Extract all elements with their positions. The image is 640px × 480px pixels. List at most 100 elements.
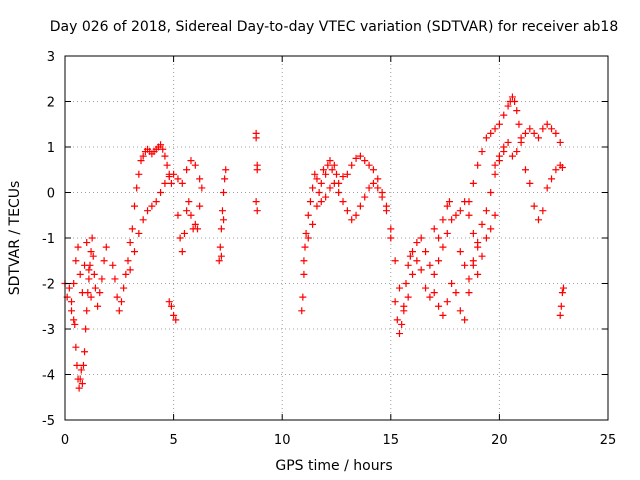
data-point	[478, 148, 486, 156]
data-point	[539, 207, 547, 215]
data-point	[491, 125, 499, 133]
data-point	[398, 320, 406, 328]
data-point	[309, 220, 317, 228]
data-point	[87, 293, 95, 301]
data-points	[61, 93, 567, 392]
y-tick-label: -4	[42, 369, 55, 384]
data-point	[313, 175, 321, 183]
data-point	[378, 193, 386, 201]
data-point	[94, 302, 102, 310]
data-point	[311, 170, 319, 178]
data-point	[191, 220, 199, 228]
data-point	[369, 179, 377, 187]
y-tick-label: -3	[42, 323, 55, 338]
data-point	[217, 225, 225, 233]
data-point	[302, 229, 310, 237]
data-point	[439, 243, 447, 251]
data-point	[430, 289, 438, 297]
data-point	[422, 248, 430, 256]
data-point	[215, 257, 223, 265]
data-point	[439, 311, 447, 319]
data-point	[117, 298, 125, 306]
data-point	[456, 307, 464, 315]
y-axis-label: SDTVAR / TECUs	[7, 181, 23, 296]
data-point	[326, 184, 334, 192]
data-point	[74, 243, 82, 251]
data-point	[543, 120, 551, 128]
data-point	[180, 229, 188, 237]
data-point	[102, 243, 110, 251]
data-point	[352, 211, 360, 219]
data-point	[343, 170, 351, 178]
data-point	[339, 173, 347, 181]
data-point	[487, 129, 495, 137]
data-point	[68, 307, 76, 315]
data-point	[322, 170, 330, 178]
data-point	[409, 270, 417, 278]
data-point	[76, 375, 84, 383]
data-point	[461, 316, 469, 324]
data-point	[356, 202, 364, 210]
data-point	[435, 302, 443, 310]
data-point	[406, 252, 414, 260]
data-point	[191, 161, 199, 169]
data-point	[85, 275, 93, 283]
data-point	[534, 134, 542, 142]
y-tick-label: 0	[47, 187, 55, 202]
data-point	[391, 298, 399, 306]
data-point	[404, 293, 412, 301]
data-point	[113, 293, 121, 301]
data-point	[126, 239, 134, 247]
data-point	[65, 284, 73, 292]
data-point	[526, 125, 534, 133]
data-point	[456, 207, 464, 215]
data-point	[430, 225, 438, 233]
data-point	[124, 257, 132, 265]
data-point	[196, 202, 204, 210]
data-point	[222, 166, 230, 174]
data-point	[128, 225, 136, 233]
data-point	[298, 307, 306, 315]
data-point	[193, 225, 201, 233]
data-point	[508, 93, 516, 101]
data-point	[152, 198, 160, 206]
data-point	[198, 184, 206, 192]
x-tick-label: 0	[61, 433, 69, 448]
data-point	[300, 257, 308, 265]
data-point	[508, 152, 516, 160]
data-point	[365, 161, 373, 169]
data-point	[170, 170, 178, 178]
data-point	[315, 189, 323, 196]
data-point	[167, 302, 175, 310]
data-point	[456, 248, 464, 256]
data-point	[70, 280, 78, 287]
data-point	[187, 211, 195, 219]
data-point	[356, 152, 364, 160]
data-point	[482, 234, 490, 242]
data-point	[439, 216, 447, 224]
data-point	[348, 216, 356, 224]
data-point	[504, 102, 512, 110]
data-point	[474, 239, 482, 247]
data-point	[88, 234, 96, 242]
data-point	[139, 152, 147, 160]
data-point	[161, 179, 169, 187]
data-point	[217, 252, 225, 260]
data-point	[465, 211, 473, 219]
data-point	[183, 166, 191, 174]
y-tick-label: 1	[47, 141, 55, 156]
data-point	[461, 261, 469, 269]
data-point	[183, 207, 191, 215]
y-tick-label: -5	[42, 414, 55, 429]
chart-title: Day 026 of 2018, Sidereal Day-to-day VTE…	[50, 19, 619, 35]
data-point	[361, 193, 369, 201]
data-point	[534, 216, 542, 224]
data-point	[144, 207, 152, 215]
data-point	[185, 198, 193, 206]
data-point	[339, 198, 347, 206]
data-point	[478, 220, 486, 228]
data-point	[300, 270, 308, 278]
data-point	[148, 202, 156, 210]
